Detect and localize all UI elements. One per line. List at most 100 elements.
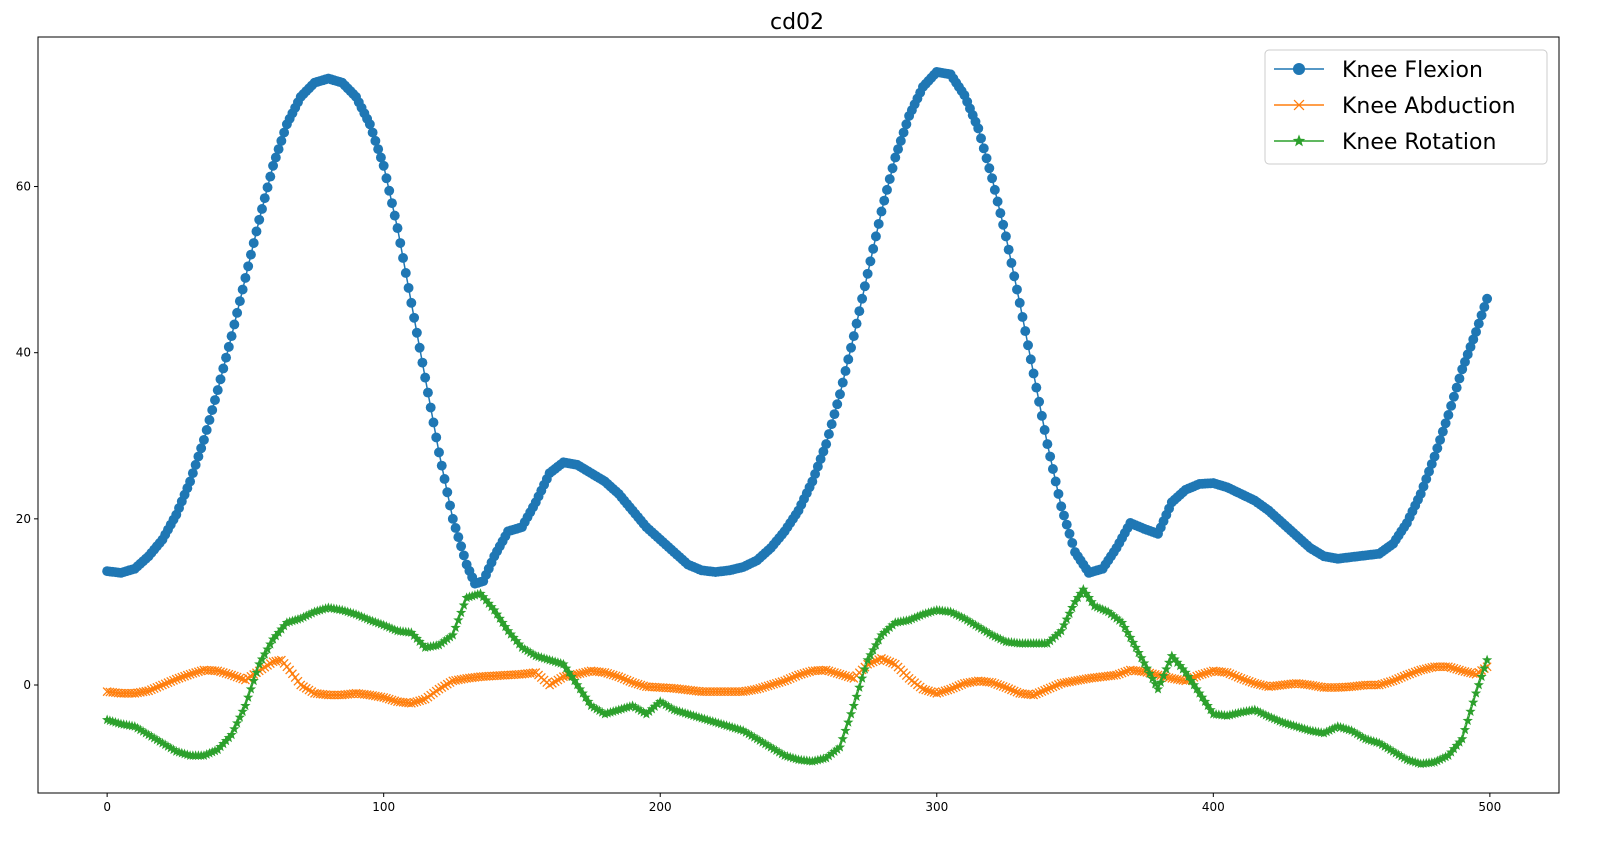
knee-abduction-point <box>227 670 237 680</box>
knee-flexion-point <box>458 550 469 561</box>
knee-abduction-point <box>1385 677 1395 687</box>
knee-abduction-point <box>932 688 942 698</box>
knee-rotation-point <box>1379 741 1390 751</box>
knee-rotation-point <box>237 706 248 716</box>
knee-rotation-point <box>843 716 854 727</box>
knee-rotation-point <box>1321 726 1332 737</box>
knee-abduction-point <box>1466 668 1476 678</box>
knee-abduction-point <box>296 680 306 690</box>
knee-rotation-point <box>1462 715 1473 726</box>
knee-rotation-point <box>1454 736 1465 747</box>
knee-rotation-point <box>502 625 514 636</box>
knee-abduction-point <box>1416 665 1426 675</box>
knee-flexion-point <box>1479 302 1490 312</box>
knee-flexion-point <box>201 425 212 435</box>
knee-rotation-point <box>1125 632 1136 643</box>
knee-rotation-point <box>1133 647 1144 658</box>
knee-rotation-point <box>254 658 265 669</box>
knee-flexion-point <box>279 127 290 138</box>
knee-rotation-point <box>851 691 862 701</box>
knee-abduction-point <box>1452 664 1462 674</box>
knee-rotation-point <box>414 636 425 646</box>
knee-rotation-point <box>1147 673 1158 684</box>
knee-abduction-point <box>304 685 314 695</box>
knee-rotation-point <box>881 624 893 635</box>
knee-abduction-point <box>1222 668 1232 678</box>
knee-rotation-point <box>1324 725 1335 735</box>
knee-abduction-point <box>387 695 397 705</box>
knee-flexion-point <box>425 402 436 413</box>
knee-flexion-point <box>378 160 389 171</box>
knee-abduction-point <box>1009 686 1019 696</box>
knee-rotation-point <box>309 606 320 617</box>
knee-flexion-point <box>870 231 881 242</box>
knee-flexion-point <box>989 184 1000 195</box>
knee-rotation-point <box>641 708 652 719</box>
knee-rotation-point <box>970 619 981 630</box>
knee-flexion-point <box>373 144 384 155</box>
knee-abduction-point <box>1233 672 1243 682</box>
knee-abduction-point <box>1241 675 1252 685</box>
knee-rotation-point <box>301 610 312 621</box>
knee-rotation-point <box>868 644 879 655</box>
knee-abduction-point <box>619 674 629 684</box>
knee-rotation-point <box>154 736 165 746</box>
knee-flexion-point <box>450 523 461 533</box>
legend-marker <box>1292 62 1306 76</box>
knee-flexion-point <box>229 319 240 330</box>
knee-abduction-point <box>1012 687 1022 697</box>
knee-rotation-point <box>276 623 287 634</box>
knee-rotation-point <box>632 703 644 714</box>
knee-abduction-point <box>760 682 770 692</box>
knee-rotation-point <box>657 697 669 708</box>
knee-abduction-point <box>771 678 781 688</box>
knee-rotation-point <box>458 599 470 610</box>
knee-abduction-point <box>1004 684 1014 694</box>
knee-abduction-point <box>614 672 624 682</box>
knee-rotation-point <box>1114 615 1125 625</box>
knee-rotation-point <box>278 620 290 631</box>
knee-rotation-point <box>660 699 671 710</box>
knee-flexion-point <box>422 387 433 398</box>
knee-flexion-point <box>370 135 381 146</box>
knee-flexion-point <box>807 476 818 487</box>
knee-rotation-point <box>558 658 569 669</box>
knee-flexion-point <box>384 185 395 196</box>
knee-flexion-point <box>868 243 879 254</box>
knee-abduction-point <box>163 678 173 688</box>
knee-rotation-point <box>149 732 160 743</box>
knee-flexion-point <box>1468 334 1479 345</box>
knee-flexion-point <box>185 476 196 487</box>
knee-flexion-point <box>821 439 832 450</box>
knee-abduction-point <box>307 687 317 697</box>
knee-rotation-point <box>956 611 967 622</box>
knee-abduction-point <box>581 667 591 677</box>
knee-rotation-point <box>1376 739 1388 750</box>
knee-rotation-point <box>143 729 154 740</box>
knee-flexion-point <box>873 218 884 229</box>
knee-rotation-point <box>408 630 420 641</box>
knee-rotation-point <box>472 589 483 599</box>
knee-abduction-point <box>1194 670 1204 680</box>
knee-rotation-point <box>594 705 605 716</box>
knee-rotation-point <box>215 741 226 752</box>
knee-abduction-point <box>1253 679 1263 689</box>
knee-rotation-point <box>1188 679 1200 690</box>
knee-abduction-point <box>390 696 400 706</box>
knee-flexion-point <box>204 415 215 425</box>
knee-abduction-point <box>1424 663 1434 673</box>
knee-abduction-point <box>232 672 242 682</box>
knee-abduction-point <box>630 678 640 688</box>
knee-flexion-point <box>1014 297 1025 308</box>
knee-rotation-point <box>743 728 754 739</box>
knee-rotation-point <box>865 649 876 660</box>
knee-rotation-point <box>760 738 771 749</box>
knee-abduction-point <box>879 655 889 665</box>
knee-rotation-point <box>1351 728 1363 739</box>
knee-flexion-point <box>1448 391 1459 402</box>
knee-rotation-point <box>417 639 428 649</box>
knee-abduction-point <box>603 668 613 678</box>
knee-rotation-point <box>644 706 655 716</box>
knee-rotation-point <box>220 735 232 746</box>
knee-flexion-point <box>1432 443 1443 454</box>
